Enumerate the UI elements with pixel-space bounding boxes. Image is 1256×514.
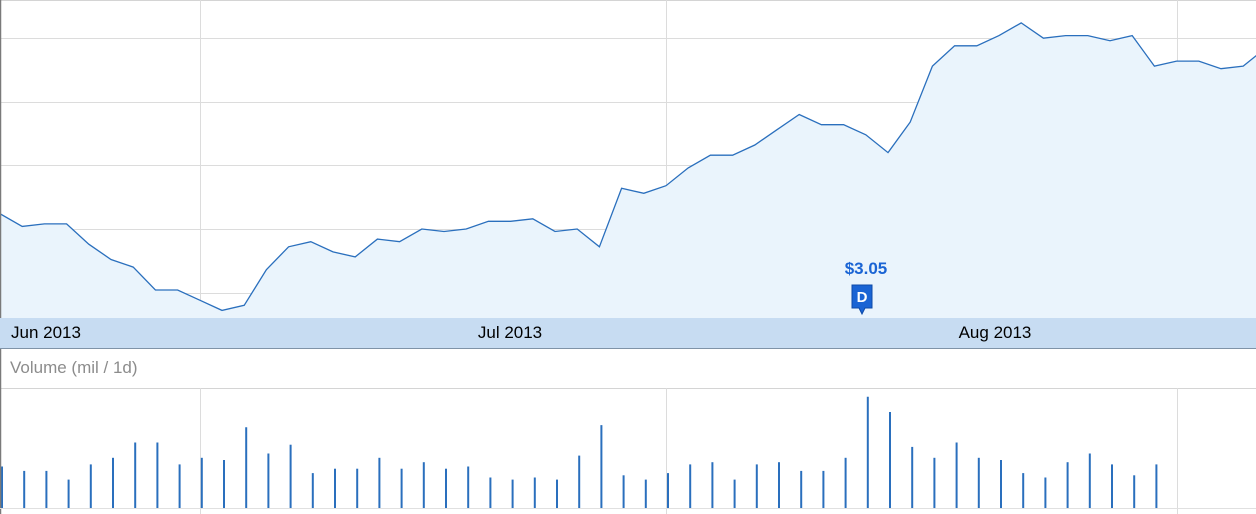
price-point xyxy=(332,250,335,253)
price-point xyxy=(132,266,135,269)
x-axis-month-labels: Jun 2013 Jul 2013 Aug 2013 xyxy=(11,323,1031,342)
x-axis-month-label: Jul 2013 xyxy=(478,323,542,342)
price-point xyxy=(243,304,246,307)
dividend-letter: D xyxy=(857,289,868,306)
price-point xyxy=(176,289,179,292)
price-point xyxy=(309,240,312,243)
price-point xyxy=(687,166,690,169)
price-point xyxy=(198,299,201,302)
price-point xyxy=(887,151,890,154)
price-point xyxy=(554,230,557,233)
price-point xyxy=(1042,37,1045,40)
price-point xyxy=(909,121,912,124)
price-point xyxy=(110,258,113,261)
price-point xyxy=(287,245,290,248)
price-point xyxy=(221,309,224,312)
price-point xyxy=(354,255,357,258)
volume-title: Volume (mil / 1d) xyxy=(10,358,138,377)
x-axis-band xyxy=(0,318,1256,348)
price-point xyxy=(731,154,734,157)
price-point xyxy=(709,154,712,157)
dividend-flag-icon[interactable] xyxy=(851,284,873,316)
x-axis-month-label: Aug 2013 xyxy=(959,323,1032,342)
price-point xyxy=(665,184,668,187)
price-point xyxy=(265,268,268,271)
price-point xyxy=(1242,65,1245,68)
price-point xyxy=(65,222,68,225)
price-point xyxy=(154,289,157,292)
volume-vertical-gridlines xyxy=(200,388,1178,514)
x-axis-month-label: Jun 2013 xyxy=(11,323,81,342)
price-point xyxy=(1197,60,1200,63)
price-point xyxy=(465,228,468,231)
price-point xyxy=(487,220,490,223)
price-point xyxy=(998,34,1001,37)
price-area-fill xyxy=(0,22,1256,318)
price-point xyxy=(753,144,756,147)
price-point xyxy=(776,128,779,131)
price-point xyxy=(1109,39,1112,42)
dividend-price-label: $3.05 xyxy=(845,259,888,278)
price-point xyxy=(1086,34,1089,37)
price-point xyxy=(953,44,956,47)
price-point xyxy=(1220,67,1223,70)
dividend-marker[interactable]: $3.05 D xyxy=(845,259,888,316)
price-point xyxy=(531,217,534,220)
price-point xyxy=(376,238,379,241)
price-point xyxy=(1153,65,1156,68)
price-point xyxy=(598,245,601,248)
price-point xyxy=(864,133,867,136)
price-point xyxy=(820,123,823,126)
price-point xyxy=(620,187,623,190)
price-point xyxy=(398,240,401,243)
volume-bars xyxy=(1,396,1158,508)
price-panel xyxy=(0,0,1256,318)
price-point xyxy=(642,192,645,195)
volume-panel: Volume (mil / 1d) xyxy=(0,349,1256,514)
price-point xyxy=(509,220,512,223)
price-point xyxy=(87,243,90,246)
price-point xyxy=(1175,60,1178,63)
price-point xyxy=(21,225,24,228)
price-point xyxy=(842,123,845,126)
price-point xyxy=(1064,34,1067,37)
price-point xyxy=(576,228,579,231)
price-point xyxy=(420,228,423,231)
price-line xyxy=(0,22,1256,312)
x-axis: Jun 2013 Jul 2013 Aug 2013 xyxy=(0,318,1256,349)
price-point xyxy=(443,230,446,233)
price-point xyxy=(1131,34,1134,37)
price-point xyxy=(1020,21,1023,24)
price-point xyxy=(43,222,46,225)
price-point xyxy=(975,44,978,47)
price-point xyxy=(798,113,801,116)
price-point xyxy=(931,65,934,68)
